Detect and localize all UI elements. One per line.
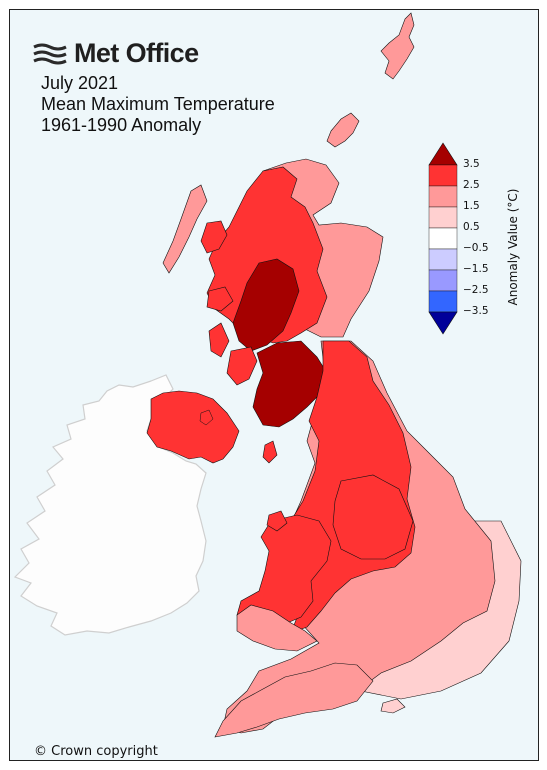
legend-bin (428, 206, 458, 229)
orkney (326, 112, 360, 148)
map-frame: Met Office July 2021 Mean Maximum Temper… (9, 9, 539, 761)
scotland-south-west-fringe (226, 346, 258, 386)
copyright-notice: © Crown copyright (34, 744, 158, 759)
shetland (380, 12, 415, 80)
legend-bin (428, 248, 458, 271)
legend-axis-label: Anomaly Value (°C) (506, 188, 520, 306)
legend-bin (428, 164, 458, 187)
isle-of-wight (380, 698, 406, 714)
legend-bin (428, 290, 458, 313)
south-wales-coast (236, 604, 318, 652)
legend-tick-label: 1.5 (463, 200, 480, 212)
outer-hebrides (162, 184, 208, 274)
legend-tick-label: 2.5 (463, 179, 480, 191)
title-variable: Mean Maximum Temperature (41, 94, 275, 114)
legend-bin-above (428, 142, 458, 166)
legend-bin-below (428, 311, 458, 335)
met-office-wave-icon (33, 43, 67, 64)
legend-tick-label: −0.5 (463, 242, 489, 254)
legend-tick-label: −1.5 (463, 263, 489, 275)
mull (206, 286, 234, 312)
scotland-south-region (252, 340, 328, 428)
legend-colorbar (428, 142, 458, 335)
islay-jura (208, 322, 230, 358)
legend-tick-label: 3.5 (463, 158, 480, 170)
ireland-landmass (13, 374, 207, 636)
title-period: July 2021 (41, 73, 119, 93)
skye (200, 220, 228, 254)
legend-tick-label: −3.5 (463, 305, 489, 317)
anomaly-map (13, 12, 522, 738)
scotland-west-region (232, 258, 300, 352)
isle-of-man (262, 440, 278, 464)
midlands-region (332, 474, 414, 560)
legend-bin (428, 185, 458, 208)
legend-tick-label: −2.5 (463, 284, 489, 296)
legend-bin (428, 269, 458, 292)
met-office-logo: Met Office (32, 38, 199, 69)
anglesey (266, 510, 288, 532)
legend-bin (428, 227, 458, 250)
northern-ireland-region (146, 390, 240, 464)
legend-tick-label: 0.5 (463, 221, 480, 233)
lough-neagh (199, 409, 214, 426)
south-west-england-region (214, 662, 374, 738)
logo-wordmark: Met Office (74, 38, 199, 68)
title-baseline: 1961-1990 Anomaly (41, 115, 202, 135)
map-title: July 2021 Mean Maximum Temperature 1961-… (41, 73, 275, 136)
